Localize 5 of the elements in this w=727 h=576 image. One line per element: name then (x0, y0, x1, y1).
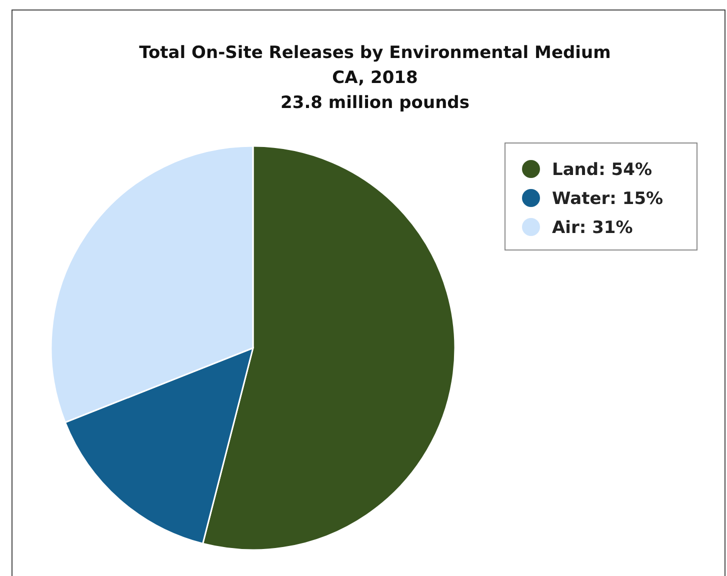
chart-subtitle: CA, 2018 23.8 million pounds (280, 68, 470, 113)
chart-title: Total On-Site Releases by Environmental Medium (139, 43, 611, 63)
legend-label: Water: 15% (552, 189, 664, 209)
legend-label: Land: 54% (552, 160, 652, 180)
legend-label: Air: 31% (552, 218, 633, 238)
